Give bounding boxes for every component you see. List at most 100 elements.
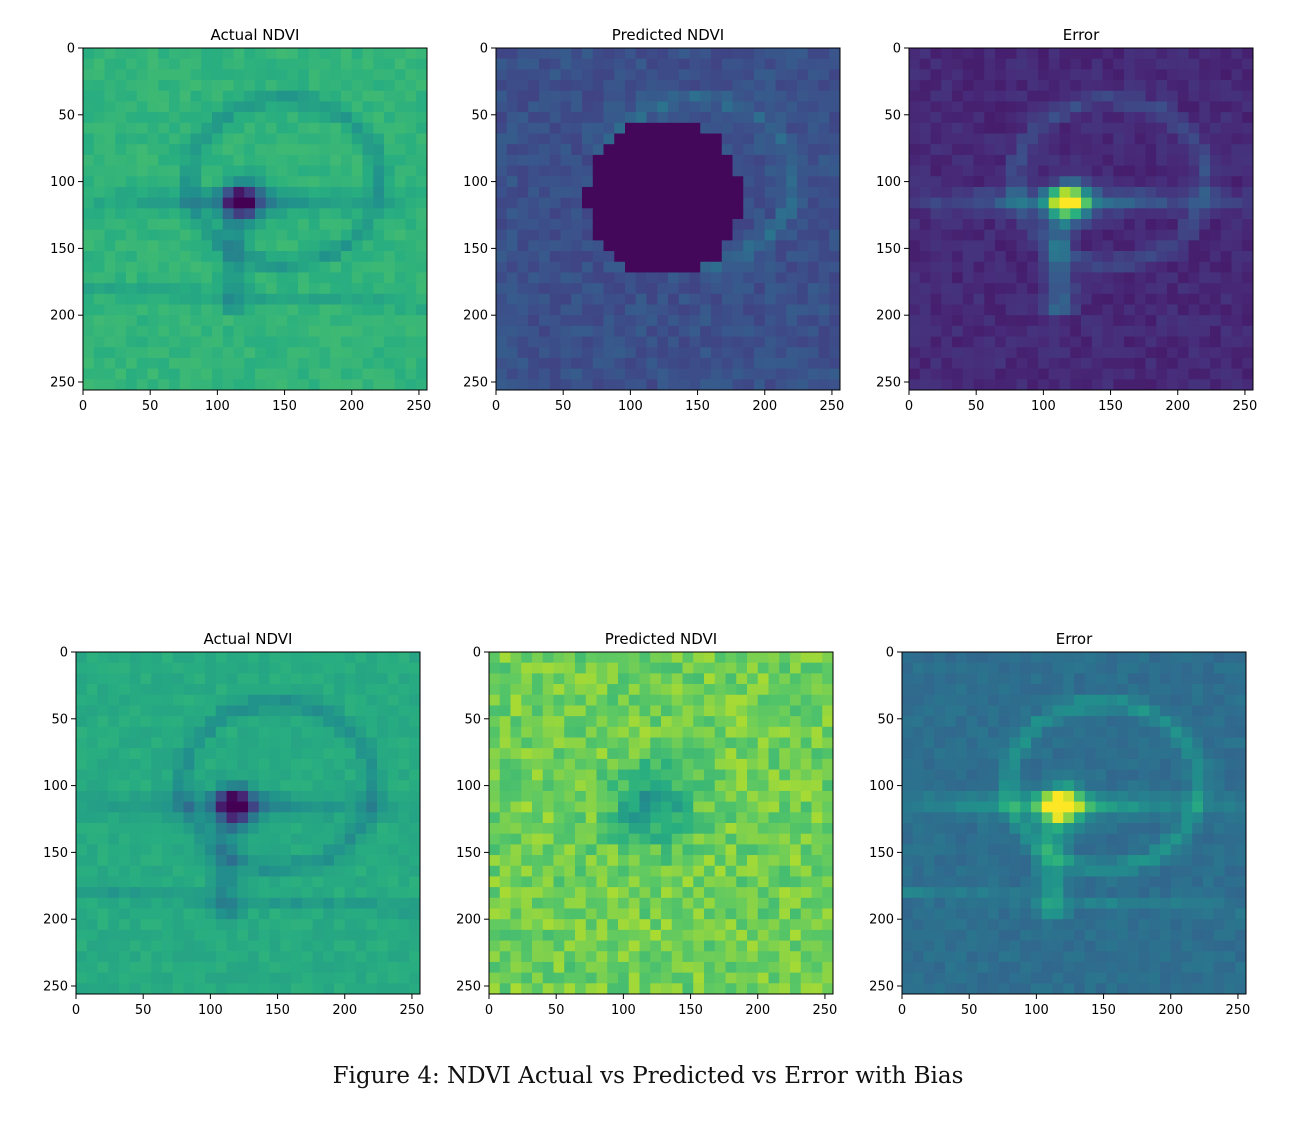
heatmap-cell (409, 929, 421, 941)
heatmap-cell (244, 229, 256, 241)
heatmap-cell (183, 972, 195, 984)
heatmap-cell (1188, 144, 1200, 156)
heatmap-cell (995, 165, 1007, 177)
heatmap-cell (714, 673, 726, 685)
heatmap-cell (287, 357, 299, 370)
heatmap-cell (757, 673, 769, 685)
heatmap-cell (1145, 176, 1157, 188)
heatmap-cell (387, 769, 399, 781)
heatmap-cell (334, 705, 346, 717)
heatmap-cell (575, 865, 587, 877)
heatmap-cell (276, 261, 288, 273)
heatmap-cell (807, 48, 819, 60)
heatmap-cell (1134, 379, 1146, 391)
heatmap-cell (582, 251, 594, 263)
heatmap-cell (97, 823, 109, 835)
heatmap-cell (1177, 347, 1189, 359)
heatmap-cell (136, 101, 148, 113)
heatmap-cell (93, 315, 105, 327)
heatmap-cell (930, 176, 942, 188)
heatmap-cell (387, 961, 399, 974)
heatmap-cell (136, 165, 148, 177)
heatmap-cell (1016, 229, 1028, 241)
heatmap-cell (646, 379, 658, 391)
heatmap-cell (1231, 69, 1243, 81)
heatmap-cell (366, 940, 378, 952)
heatmap-cell (671, 780, 683, 792)
heatmap-cell (140, 673, 152, 685)
heatmap-cell (334, 694, 346, 706)
heatmap-cell (596, 812, 608, 824)
heatmap-cell (757, 758, 769, 770)
heatmap-cell (721, 357, 733, 370)
heatmap-cell (764, 144, 776, 156)
heatmap-cell (291, 684, 303, 696)
heatmap-cell (323, 855, 335, 867)
heatmap-cell (416, 368, 428, 380)
heatmap-cell (822, 652, 834, 664)
heatmap-cell (136, 154, 148, 166)
heatmap-cell (405, 251, 417, 263)
heatmap-cell (721, 80, 733, 92)
heatmap-cell (330, 154, 342, 166)
heatmap-cell (1070, 122, 1082, 134)
heatmap-cell (995, 208, 1007, 220)
heatmap-cell (76, 983, 88, 995)
heatmap-cell (1113, 69, 1125, 81)
heatmap-cell (1081, 293, 1093, 305)
heatmap-cell (205, 940, 217, 952)
heatmap-cell (387, 694, 399, 706)
heatmap-cell (779, 684, 791, 696)
heatmap-cell (790, 705, 802, 717)
heatmap-cell (1027, 283, 1039, 295)
heatmap-cell (162, 919, 174, 931)
heatmap-cell (700, 251, 712, 263)
heatmap-cell (542, 769, 554, 781)
heatmap-cell (952, 251, 964, 263)
heatmap-cell (226, 705, 238, 717)
heatmap-cell (607, 705, 619, 717)
heatmap-cell (405, 272, 417, 284)
heatmap-cell (115, 154, 127, 166)
heatmap-cell (1059, 80, 1071, 92)
heatmap-cell (93, 101, 105, 113)
heatmap-cell (334, 833, 346, 845)
heatmap-cell (387, 716, 399, 728)
heatmap-cell (104, 208, 116, 220)
heatmap-cell (287, 315, 299, 327)
heatmap-cell (237, 940, 249, 952)
y-tick-label: 50 (51, 712, 68, 727)
heatmap-cell (276, 133, 288, 145)
heatmap-cell (398, 726, 410, 738)
heatmap-cell (797, 208, 809, 220)
heatmap-cell (496, 154, 508, 166)
heatmap-cell (930, 90, 942, 102)
heatmap-cell (592, 304, 604, 316)
heatmap-cell (169, 165, 181, 177)
heatmap-cell (693, 908, 705, 920)
heatmap-cell (280, 887, 292, 899)
heatmap-cell (603, 101, 615, 113)
heatmap-cell (312, 940, 324, 952)
heatmap-cell (721, 240, 733, 252)
heatmap-cell (291, 662, 303, 674)
heatmap-cell (323, 780, 335, 792)
heatmap-cell (344, 865, 356, 877)
heatmap-cell (661, 694, 673, 706)
heatmap-cell (714, 684, 726, 696)
heatmap-cell (714, 897, 726, 909)
heatmap-cell (147, 48, 159, 60)
heatmap-cell (1027, 58, 1039, 70)
heatmap-cell (564, 823, 576, 835)
heatmap-cell (1167, 325, 1179, 337)
heatmap-cell (1070, 90, 1082, 102)
heatmap-cell (510, 855, 522, 867)
heatmap-cell (764, 176, 776, 188)
heatmap-cell (596, 908, 608, 920)
heatmap-cell (689, 251, 701, 263)
heatmap-cell (258, 865, 270, 877)
heatmap-cell (86, 790, 98, 803)
heatmap-cell (973, 154, 985, 166)
heatmap-cell (625, 112, 637, 124)
heatmap-cell (618, 694, 630, 706)
